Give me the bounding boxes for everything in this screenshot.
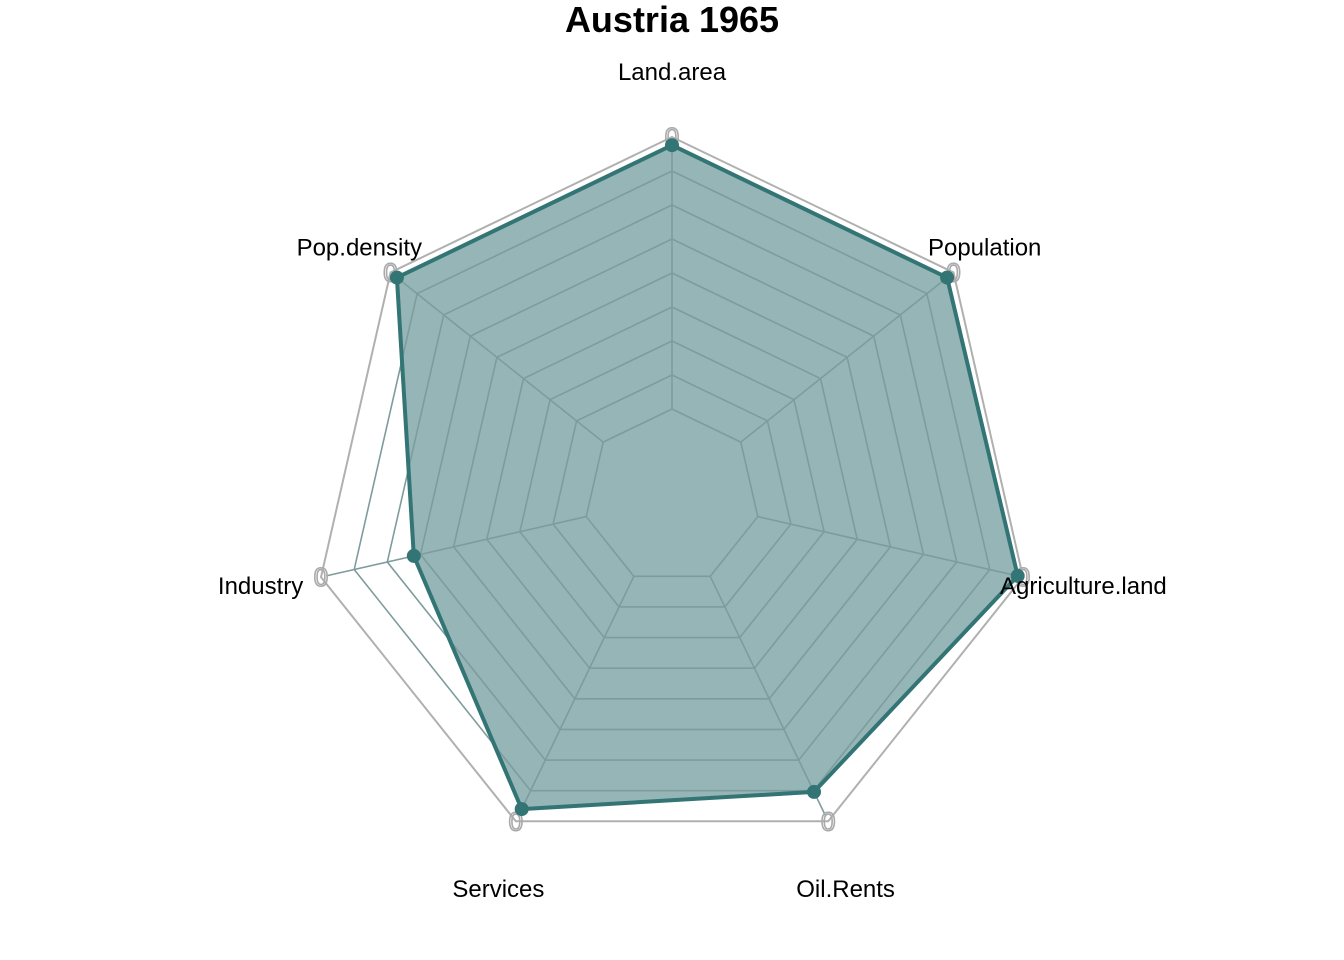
series-area — [396, 145, 1018, 810]
grid-spoke — [394, 275, 604, 443]
grid-ring — [519, 340, 825, 639]
axis-labels: Land.area Population Agriculture.land Oil.R… — [218, 59, 1167, 903]
grid-ring — [585, 408, 759, 578]
grid-ring — [353, 170, 991, 792]
series-fill-polygon — [396, 145, 1018, 810]
axis-label: Services — [452, 876, 544, 903]
series-line — [394, 143, 1020, 812]
grid-spoke — [757, 515, 1018, 577]
grid-ring — [452, 272, 892, 700]
axis-label: Agriculture.land — [1000, 573, 1167, 600]
grid-ring — [386, 204, 958, 761]
grid-ring — [485, 306, 859, 670]
chart-title: Austria 1965 — [565, 0, 779, 40]
data-point — [389, 270, 404, 285]
grid-spoke — [517, 575, 635, 817]
outer-frame-polygon — [319, 135, 1025, 823]
axis-label: Pop.density — [297, 235, 422, 262]
data-point — [807, 784, 821, 799]
grid-ring — [552, 374, 792, 608]
ring-label: 0 — [821, 806, 835, 836]
grid — [326, 142, 1018, 817]
data-point — [406, 548, 421, 563]
grid-spoke — [709, 575, 827, 817]
grid-spoke — [740, 275, 950, 443]
data-point — [514, 802, 529, 817]
data-points — [389, 138, 1025, 817]
data-point — [665, 138, 679, 153]
axis-label: Population — [928, 235, 1041, 262]
grid-ring — [419, 238, 925, 731]
ring-label: 0 — [314, 562, 328, 592]
axis-label: Oil.Rents — [796, 876, 895, 903]
axis-label: Land.area — [618, 59, 727, 86]
data-point — [940, 270, 955, 285]
series-line-group — [394, 143, 1020, 812]
data-point — [1010, 568, 1025, 583]
axis-label: Industry — [218, 573, 303, 600]
outer-frame — [319, 135, 1025, 823]
grid-spoke — [326, 515, 587, 577]
